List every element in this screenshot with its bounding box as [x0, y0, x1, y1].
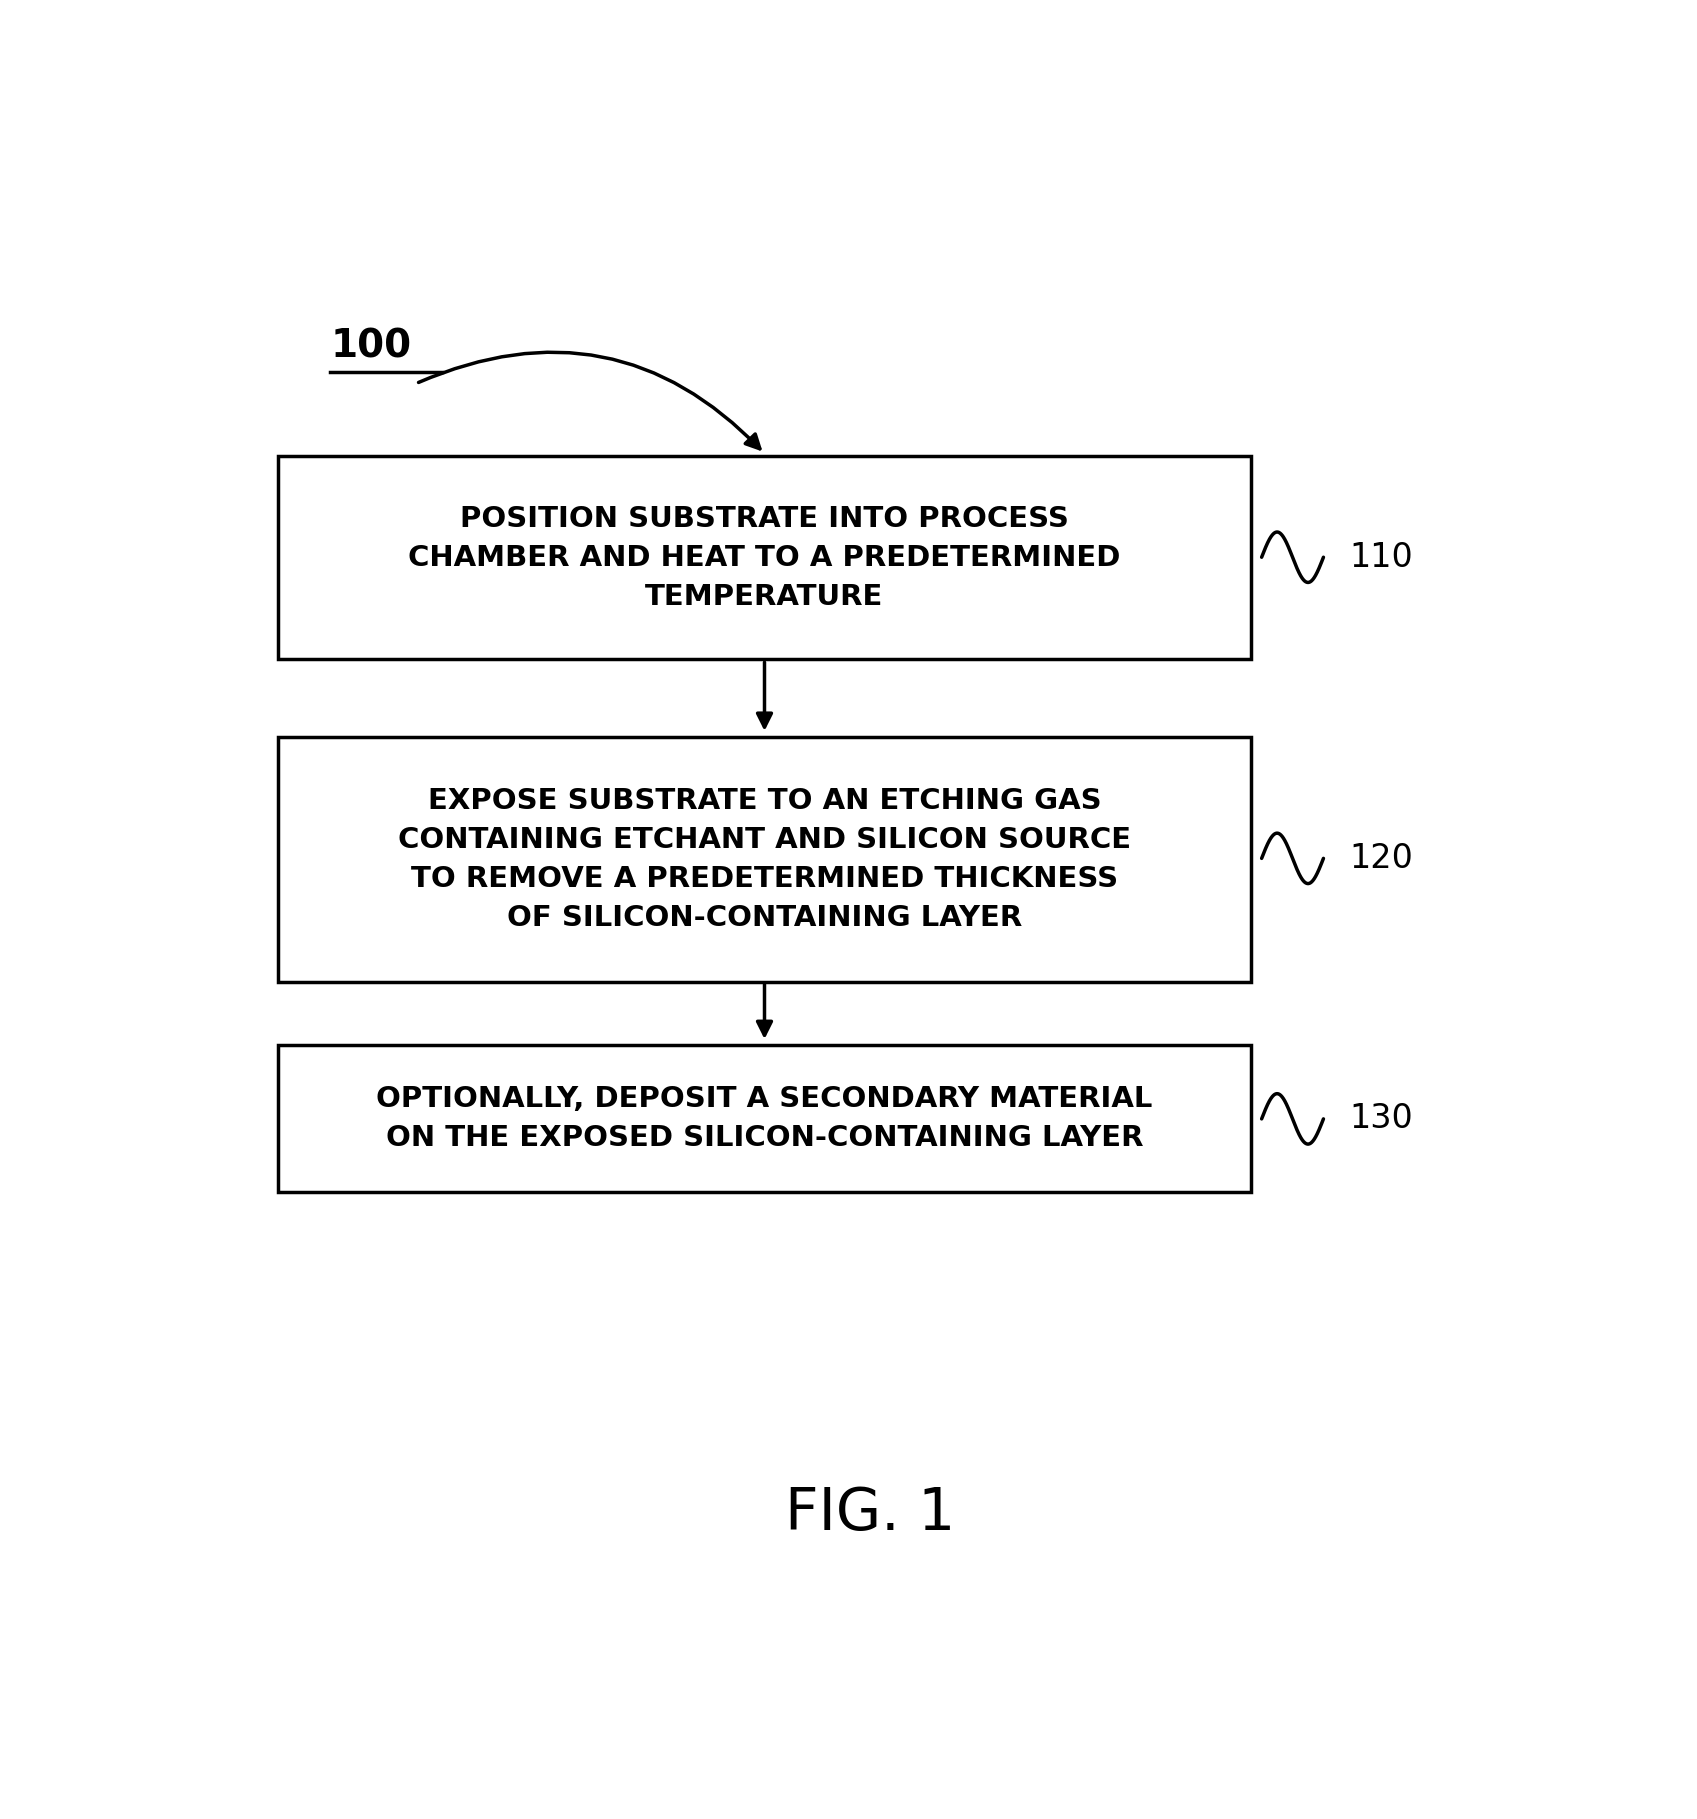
FancyBboxPatch shape [278, 1044, 1251, 1191]
Text: EXPOSE SUBSTRATE TO AN ETCHING GAS
CONTAINING ETCHANT AND SILICON SOURCE
TO REMO: EXPOSE SUBSTRATE TO AN ETCHING GAS CONTA… [397, 786, 1132, 931]
Text: POSITION SUBSTRATE INTO PROCESS
CHAMBER AND HEAT TO A PREDETERMINED
TEMPERATURE: POSITION SUBSTRATE INTO PROCESS CHAMBER … [409, 506, 1120, 611]
FancyBboxPatch shape [278, 737, 1251, 982]
FancyBboxPatch shape [278, 457, 1251, 660]
Text: 120: 120 [1349, 842, 1414, 875]
Text: 110: 110 [1349, 540, 1414, 573]
Text: OPTIONALLY, DEPOSIT A SECONDARY MATERIAL
ON THE EXPOSED SILICON-CONTAINING LAYER: OPTIONALLY, DEPOSIT A SECONDARY MATERIAL… [377, 1084, 1152, 1151]
Text: 130: 130 [1349, 1102, 1414, 1135]
FancyArrowPatch shape [419, 353, 760, 449]
Text: FIG. 1: FIG. 1 [784, 1486, 955, 1543]
Text: 100: 100 [331, 327, 412, 366]
